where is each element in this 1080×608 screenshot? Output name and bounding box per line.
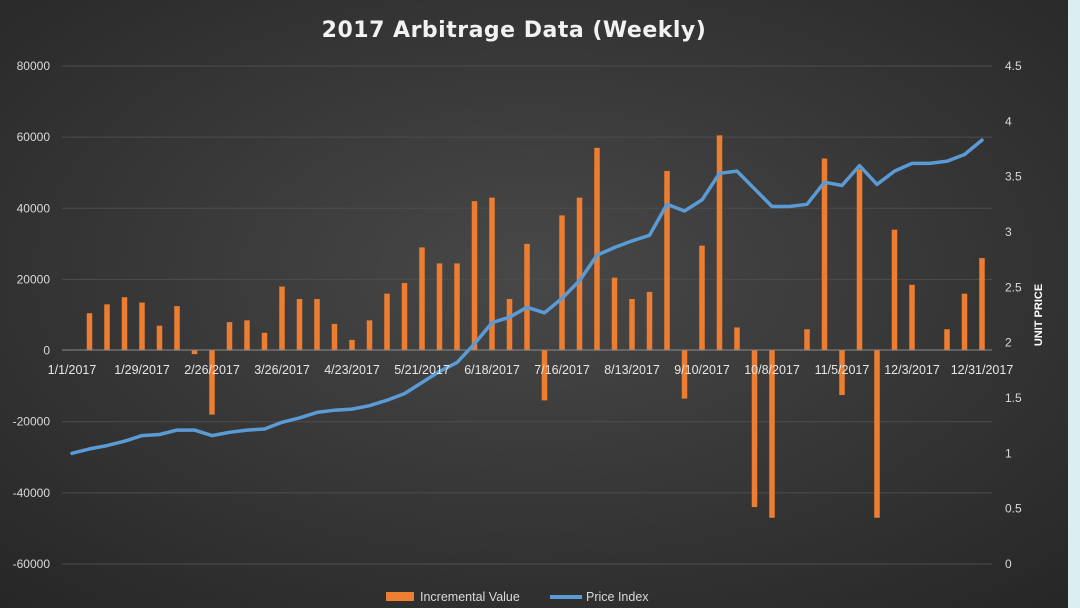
x-tick-label: 7/16/2017	[534, 363, 590, 377]
bar	[804, 329, 810, 351]
left-tick-label: 0	[43, 344, 50, 358]
right-tick-label: 1.5	[1005, 391, 1022, 405]
chart-title: 2017 Arbitrage Data (Weekly)	[322, 18, 707, 43]
legend-label-price-index: Price Index	[586, 590, 649, 604]
left-tick-label: 20000	[17, 272, 51, 286]
gridlines	[62, 65, 992, 565]
x-tick-label: 1/29/2017	[114, 363, 170, 377]
bar	[174, 306, 180, 351]
bar	[944, 329, 950, 351]
bar	[716, 135, 723, 351]
x-tick-label: 5/21/2017	[394, 363, 450, 377]
legend-label-incremental-value: Incremental Value	[420, 590, 520, 604]
right-tick-label: 0	[1005, 557, 1012, 571]
x-tick-label: 6/18/2017	[464, 363, 520, 377]
right-tick-label: 2	[1005, 336, 1012, 350]
left-tick-label: 40000	[17, 201, 51, 215]
left-tick-label: -60000	[13, 557, 51, 571]
bar	[839, 350, 845, 396]
bar	[699, 245, 705, 351]
bar	[419, 247, 425, 351]
legend-swatch-incremental-value	[386, 592, 414, 601]
bar	[576, 197, 583, 351]
bar	[751, 350, 758, 508]
x-tick-label: 11/5/2017	[815, 363, 870, 377]
left-axis-ticks: 80000 60000 40000 20000 0 -20000 -40000 -60000	[13, 59, 51, 571]
line-series	[70, 138, 984, 456]
right-tick-label: 4	[1005, 114, 1012, 128]
bar	[646, 291, 653, 351]
bar-series	[86, 135, 985, 518]
left-tick-label: 80000	[17, 59, 51, 73]
right-tick-label: 1	[1005, 446, 1012, 460]
right-tick-label: 3	[1005, 225, 1012, 239]
right-tick-label: 3.5	[1005, 170, 1022, 184]
bar	[384, 293, 390, 351]
right-tick-label: 4.5	[1005, 59, 1022, 73]
bar	[594, 147, 600, 351]
bar	[559, 215, 565, 351]
bar	[366, 320, 373, 351]
x-tick-label: 12/3/2017	[884, 363, 940, 377]
right-axis-label: UNIT PRICE	[1033, 284, 1045, 346]
x-tick-label: 9/10/2017	[674, 363, 730, 377]
bar	[979, 258, 985, 351]
x-tick-label: 4/23/2017	[324, 363, 380, 377]
bar	[611, 277, 618, 351]
bar	[734, 327, 740, 351]
bar	[506, 298, 513, 351]
bar	[209, 350, 215, 415]
bar	[471, 201, 478, 351]
bar	[401, 282, 408, 351]
bar	[664, 170, 670, 351]
right-axis-ticks: 4.5 4 3.5 3 2.5 2 1.5 1 0.5 0	[1005, 59, 1022, 571]
x-tick-label: 10/8/2017	[744, 363, 800, 377]
left-tick-label: 60000	[17, 130, 51, 144]
x-tick-label: 12/31/2017	[951, 363, 1014, 377]
bar	[296, 298, 303, 351]
bar	[524, 243, 530, 351]
bar	[279, 286, 285, 351]
bar	[349, 339, 355, 351]
bar	[331, 323, 338, 351]
right-tick-label: 2.5	[1005, 280, 1022, 294]
bar	[191, 350, 198, 355]
bar	[104, 304, 110, 351]
bar	[909, 284, 915, 351]
bar	[541, 350, 548, 401]
bar	[314, 298, 320, 351]
price-index-line	[70, 138, 984, 456]
bar	[769, 350, 775, 518]
x-tick-label: 2/26/2017	[184, 363, 240, 377]
bar	[874, 350, 880, 518]
bar	[121, 297, 128, 351]
bar	[629, 298, 635, 351]
left-tick-label: -20000	[13, 415, 51, 429]
x-tick-label: 3/26/2017	[254, 363, 310, 377]
bar	[856, 169, 863, 351]
x-tick-label: 8/13/2017	[604, 363, 660, 377]
bar	[244, 320, 250, 351]
bar	[436, 263, 443, 351]
bar	[454, 263, 460, 351]
bar	[489, 197, 495, 351]
legend: Incremental Value Price Index	[386, 590, 649, 604]
bar	[261, 332, 268, 351]
bar	[139, 302, 145, 351]
x-tick-label: 1/1/2017	[48, 363, 97, 377]
x-axis-ticks: 1/1/2017 1/29/2017 2/26/2017 3/26/2017 4/23/…	[48, 363, 1014, 377]
left-tick-label: -40000	[13, 486, 51, 500]
bar	[891, 229, 898, 351]
right-tick-label: 0.5	[1005, 502, 1022, 516]
bar	[226, 322, 233, 351]
bar	[821, 158, 828, 351]
bar	[961, 293, 968, 351]
bar	[681, 350, 688, 399]
bar	[86, 313, 93, 351]
bar	[156, 325, 163, 351]
